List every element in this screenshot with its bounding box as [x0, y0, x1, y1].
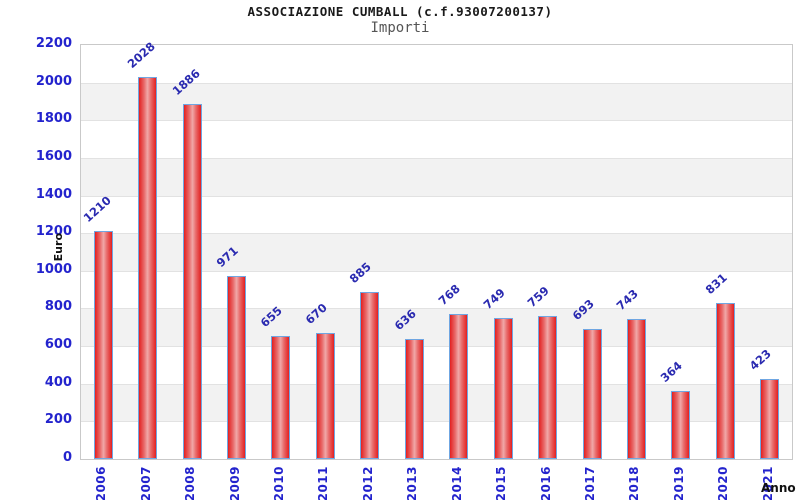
bar-2021	[760, 379, 780, 459]
x-tick-label-2008: 2008	[183, 466, 198, 500]
x-tick-label-2017: 2017	[583, 466, 598, 500]
bar-2015	[493, 318, 513, 459]
bar-2017	[582, 328, 602, 459]
y-axis-title: Euro	[52, 233, 65, 262]
y-tick-label: 1000	[35, 261, 72, 277]
bar-2007	[138, 77, 158, 459]
x-tick-label-2013: 2013	[405, 466, 420, 500]
bar-2013	[404, 339, 424, 459]
x-tick-label-2015: 2015	[494, 466, 509, 500]
plot-area: 1210 2028 1886 971 655 670 885 636 768 749 759 693 7…	[80, 40, 793, 460]
x-tick-label-2018: 2018	[627, 466, 642, 500]
bar-2018	[626, 319, 646, 459]
y-tick-label: 2200	[35, 36, 72, 51]
chart-subtitle: Importi	[370, 20, 430, 36]
x-tick-label-2019: 2019	[671, 466, 686, 500]
x-tick-label-2007: 2007	[138, 466, 153, 500]
x-tick-label-2006: 2006	[94, 466, 109, 500]
bar-2012	[360, 292, 380, 459]
chart-title: ASSOCIAZIONE CUMBALL (c.f.93007200137)	[247, 4, 553, 19]
y-tick-label: 1200	[35, 224, 72, 240]
x-tick-label-2011: 2011	[316, 466, 331, 500]
bar-2019	[671, 390, 691, 459]
x-tick-label-2020: 2020	[716, 466, 731, 500]
bar-2008	[182, 104, 202, 459]
y-tick-label: 800	[44, 299, 72, 315]
bar-2009	[227, 276, 247, 459]
y-tick-label: 200	[44, 412, 72, 428]
x-tick-label-2014: 2014	[449, 466, 464, 500]
bar-2006	[93, 231, 113, 459]
y-tick-label: 400	[44, 374, 72, 390]
y-tick-label: 1400	[35, 186, 72, 202]
y-tick-label: 1800	[35, 111, 72, 127]
y-tick-label: 600	[44, 337, 72, 353]
bar-2016	[538, 316, 558, 459]
y-tick-label: 0	[62, 450, 72, 465]
bar-2010	[271, 335, 291, 459]
x-tick-label-2009: 2009	[227, 466, 242, 500]
y-tick-label: 2000	[35, 73, 72, 89]
x-axis-title: Anno	[761, 481, 796, 495]
bar-2011	[315, 332, 335, 459]
bar-2020	[715, 302, 735, 459]
x-tick-label-2012: 2012	[360, 466, 375, 500]
y-tick-label: 1600	[35, 148, 72, 164]
x-tick-label-2010: 2010	[271, 466, 286, 500]
x-tick-label-2016: 2016	[538, 466, 553, 500]
grid-band	[81, 45, 792, 83]
bar-2014	[449, 314, 469, 459]
